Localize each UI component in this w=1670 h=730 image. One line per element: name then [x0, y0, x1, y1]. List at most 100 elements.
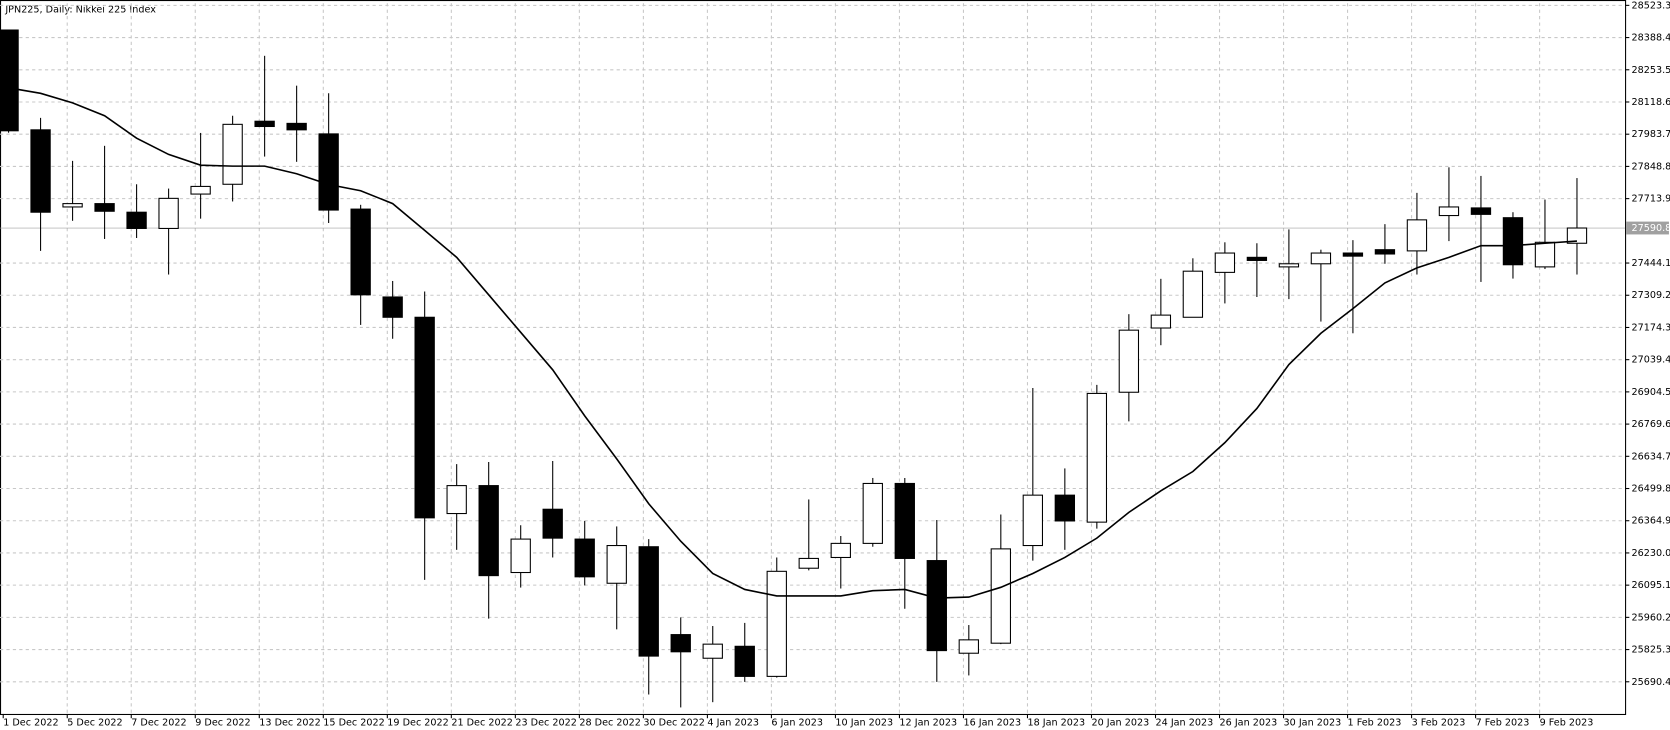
candle-body [1566, 227, 1588, 244]
x-tick-label: 24 Jan 2023 [1156, 718, 1214, 729]
candle-body [478, 485, 499, 577]
candle-body [1118, 329, 1140, 393]
candle-body [990, 548, 1011, 644]
candle-body [318, 133, 339, 211]
candle-body [94, 203, 115, 212]
x-tick-label: 1 Dec 2022 [3, 718, 58, 729]
candle-body [1406, 219, 1428, 252]
last-price-box [1626, 221, 1669, 235]
candle-body [126, 211, 147, 229]
candle-body [382, 296, 403, 318]
candle-body [1278, 263, 1300, 268]
x-tick-label: 12 Jan 2023 [899, 718, 957, 729]
candle-body [798, 557, 819, 569]
candle-body [1502, 217, 1524, 266]
candle-body [190, 185, 211, 195]
candle-body [926, 560, 947, 652]
candle-body [1310, 252, 1332, 265]
y-tick-label: 27713.9 [1631, 194, 1670, 205]
y-tick-label: 26499.8 [1631, 484, 1670, 495]
y-tick-label: 28388.4 [1631, 33, 1670, 44]
moving-average [8, 87, 1578, 599]
y-tick-label: 26904.5 [1631, 387, 1670, 398]
candle-body [1214, 252, 1236, 273]
candle-body [0, 29, 19, 132]
candle-body [414, 316, 435, 519]
candle-body [702, 643, 723, 659]
candle-body [606, 545, 627, 584]
candle-body [1470, 207, 1492, 215]
x-tick-label: 9 Feb 2023 [1540, 718, 1594, 729]
candle-body [510, 538, 531, 574]
x-tick-label: 9 Dec 2022 [195, 718, 250, 729]
x-tick-label: 10 Jan 2023 [835, 718, 893, 729]
candle-body [1342, 252, 1364, 257]
candle-body [1022, 494, 1044, 547]
candle-body [1534, 241, 1556, 268]
x-tick-label: 4 Jan 2023 [707, 718, 759, 729]
candle-body [734, 645, 755, 677]
x-tick-label: 21 Dec 2022 [451, 718, 513, 729]
x-tick-label: 16 Jan 2023 [963, 718, 1021, 729]
candle-body [1086, 392, 1108, 523]
y-tick-label: 26634.7 [1631, 451, 1670, 462]
candle-body [670, 634, 691, 653]
chart-title: JPN225, Daily: Nikkei 225 Index [4, 5, 156, 16]
candle-body [542, 508, 563, 539]
candle-body [446, 485, 467, 515]
candle-body [1182, 270, 1204, 318]
candle-body [862, 482, 883, 544]
x-tick-label: 18 Jan 2023 [1027, 718, 1085, 729]
y-tick-label: 25690.4 [1631, 677, 1670, 688]
candle-body [222, 123, 243, 185]
x-tick-label: 6 Jan 2023 [771, 718, 823, 729]
y-tick-label: 26230.0 [1631, 548, 1670, 559]
x-tick-label: 3 Feb 2023 [1412, 718, 1466, 729]
plot-frame [0, 0, 1627, 716]
y-tick-label: 27848.8 [1631, 161, 1670, 172]
x-tick-label: 28 Dec 2022 [579, 718, 641, 729]
y-tick-label: 28523.3 [1631, 0, 1670, 11]
x-tick-label: 30 Jan 2023 [1284, 718, 1342, 729]
candle-body [62, 203, 83, 208]
candle-body [350, 208, 371, 296]
candle-body [1374, 249, 1396, 255]
x-tick-label: 30 Dec 2022 [643, 718, 705, 729]
candle-body [158, 197, 179, 229]
y-tick-label: 28253.5 [1631, 65, 1670, 76]
x-tick-label: 13 Dec 2022 [259, 718, 321, 729]
y-tick-label: 25960.2 [1631, 612, 1670, 623]
x-tick-label: 1 Feb 2023 [1348, 718, 1402, 729]
y-tick-label: 25825.3 [1631, 645, 1670, 656]
x-tick-label: 20 Jan 2023 [1091, 718, 1149, 729]
y-tick-label: 28118.6 [1631, 97, 1670, 108]
candle-body [574, 538, 595, 578]
y-tick-label: 27309.2 [1631, 290, 1670, 301]
candle-body [830, 542, 851, 559]
candle-body [1438, 206, 1460, 217]
x-tick-label: 19 Dec 2022 [387, 718, 449, 729]
y-tick-label: 27174.3 [1631, 322, 1670, 333]
x-tick-label: 7 Feb 2023 [1476, 718, 1530, 729]
candle-body [766, 570, 787, 677]
candle-body [638, 546, 659, 657]
candle-body [286, 122, 307, 131]
y-tick-label: 27444.1 [1631, 258, 1670, 269]
x-tick-label: 5 Dec 2022 [67, 718, 122, 729]
candle-body [30, 129, 51, 213]
y-tick-label: 27039.4 [1631, 355, 1670, 366]
x-tick-label: 7 Dec 2022 [131, 718, 186, 729]
candle-body [958, 639, 979, 654]
x-tick-label: 15 Dec 2022 [323, 718, 385, 729]
x-tick-label: 23 Dec 2022 [515, 718, 577, 729]
last-price-label: 27590.8 [1631, 223, 1670, 234]
candle-body [1054, 494, 1076, 522]
y-tick-label: 26364.9 [1631, 516, 1670, 527]
candle-body [1150, 314, 1172, 329]
candle-body [894, 482, 915, 559]
y-tick-label: 26769.6 [1631, 419, 1670, 430]
y-tick-label: 27983.7 [1631, 129, 1670, 140]
x-tick-label: 26 Jan 2023 [1220, 718, 1278, 729]
candle-body [254, 120, 275, 128]
